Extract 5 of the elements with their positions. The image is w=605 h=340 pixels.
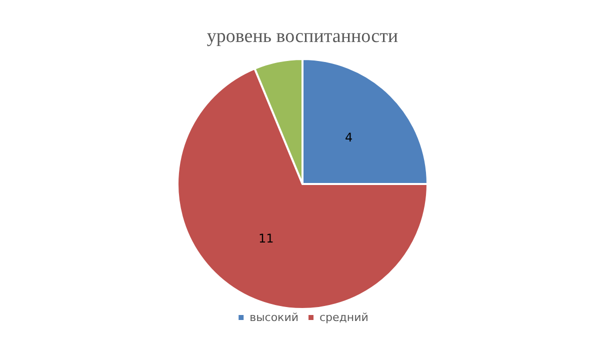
legend-label: средний	[319, 311, 368, 324]
legend-label: высокий	[250, 311, 298, 324]
chart-title: уровень воспитанности	[206, 26, 398, 47]
data-label: 11	[258, 231, 274, 246]
data-label: 4	[344, 130, 353, 145]
